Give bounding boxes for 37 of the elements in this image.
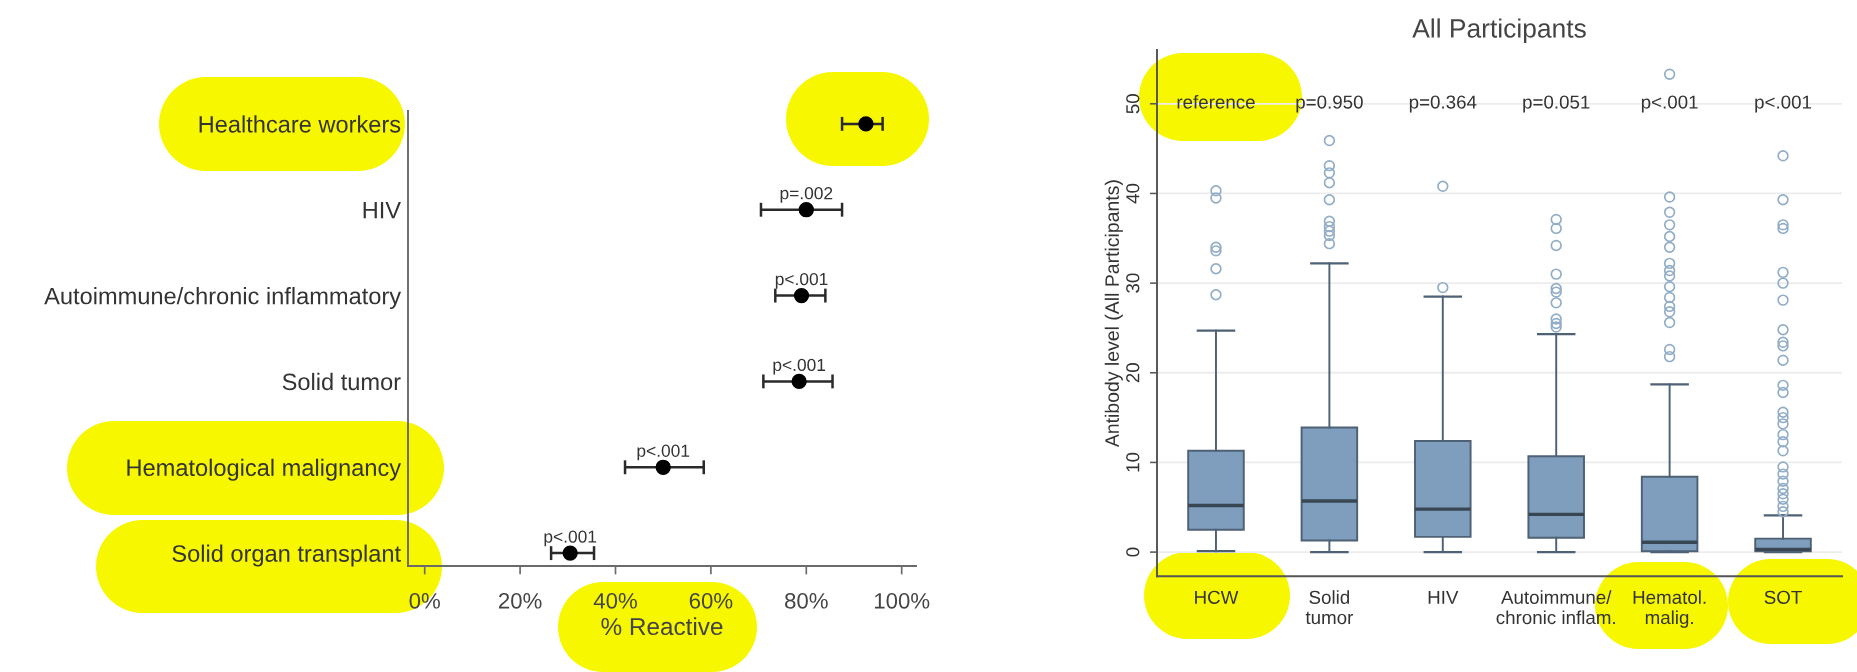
x-tick-label: Hematol. malig. <box>1633 590 1706 628</box>
y-tick-label: HIV <box>363 202 401 219</box>
x-tick-label: 20% <box>498 592 542 609</box>
x-axis-title: % Reactive <box>601 617 723 636</box>
annotation: p=.002 <box>780 187 833 203</box>
y-tick-label: 50 <box>1126 94 1140 114</box>
annotation: p<.001 <box>773 358 826 375</box>
y-tick-label: Solid tumor <box>282 372 401 391</box>
point <box>798 202 814 218</box>
annotation: p=0.364 <box>1409 95 1477 113</box>
x-tick-label: SOT <box>1764 590 1802 604</box>
y-tick-label: Healthcare workers <box>199 115 401 133</box>
point <box>858 116 874 132</box>
annotation: p<.001 <box>1641 95 1698 113</box>
annotation: p<.001 <box>1755 95 1812 113</box>
annotation: p<.001 <box>637 444 690 461</box>
y-axis-title: Antibody level (All Participants) <box>1104 180 1123 448</box>
annotation: p=0.950 <box>1296 95 1363 113</box>
annotation: p<.001 <box>544 530 597 547</box>
x-tick-label: HIV <box>1428 590 1459 604</box>
x-tick-label: 80% <box>785 592 828 609</box>
y-tick-label: 30 <box>1126 273 1140 293</box>
y-tick-label: 20 <box>1126 363 1140 383</box>
annotation: p<.001 <box>775 272 828 289</box>
y-tick-label: Hematological malignancy <box>127 458 402 481</box>
x-tick-label: Solid tumor <box>1305 590 1354 625</box>
y-tick-label: 10 <box>1126 452 1140 472</box>
x-tick-label: 40% <box>593 592 637 609</box>
x-tick-label: 60% <box>689 592 733 609</box>
y-tick-label: Solid organ transplant <box>172 544 401 567</box>
y-tick-label: 40 <box>1126 183 1140 204</box>
y-tick-label: 0 <box>1126 547 1140 557</box>
x-tick-label: HCW <box>1195 590 1239 604</box>
x-tick-label: 100% <box>874 592 930 609</box>
chart-title: All Participants <box>1412 18 1586 43</box>
annotation: p=0.051 <box>1523 95 1590 113</box>
y-tick-label: Autoimmune/chronic inflammatory <box>44 287 402 310</box>
